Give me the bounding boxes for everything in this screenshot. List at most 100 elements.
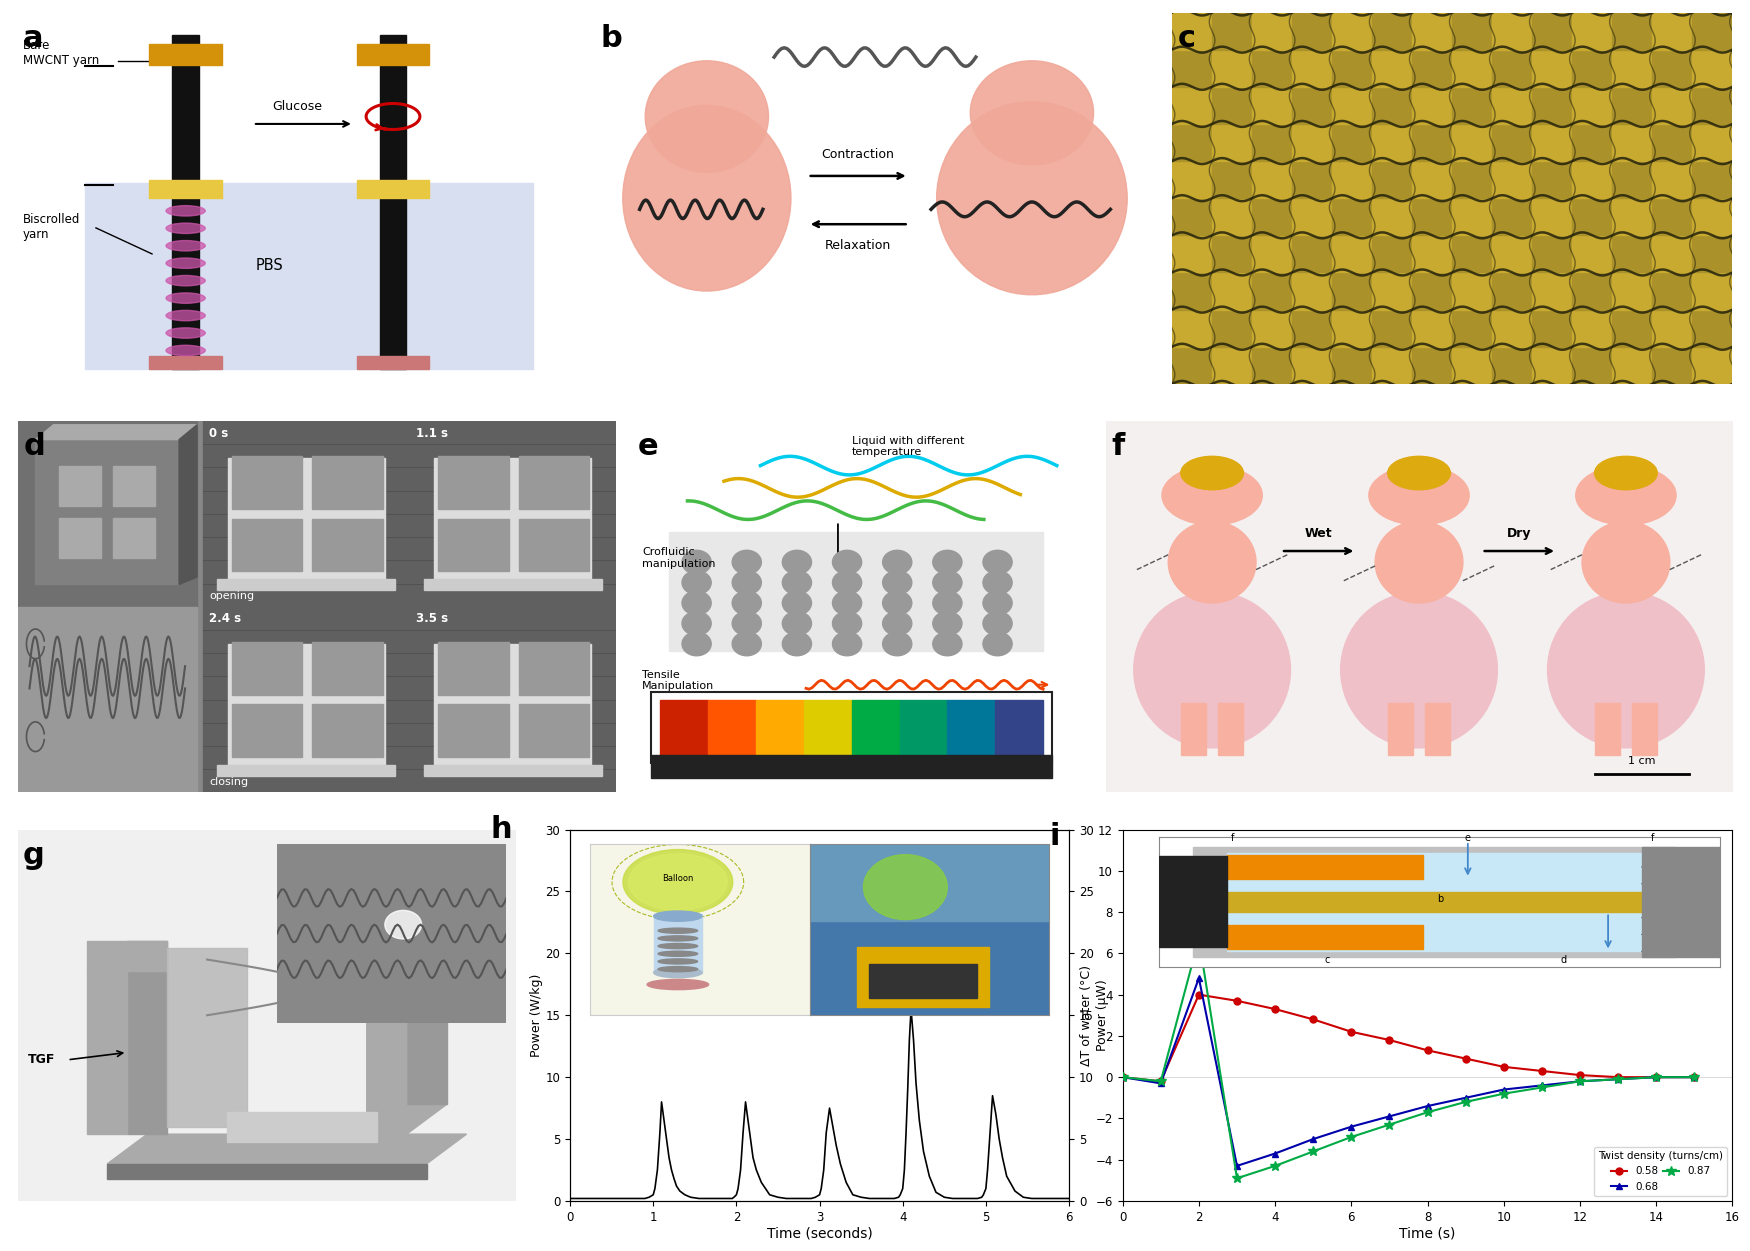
Legend: 0.58, 0.68, 0.87: 0.58, 0.68, 0.87: [1594, 1147, 1727, 1196]
Circle shape: [682, 570, 710, 594]
Bar: [172, 35, 200, 369]
Bar: [357, 180, 429, 198]
Bar: [1572, 86, 1612, 124]
Bar: [1412, 273, 1452, 309]
Bar: [1692, 86, 1732, 124]
Bar: [1213, 235, 1251, 273]
Polygon shape: [368, 941, 406, 1135]
Polygon shape: [128, 941, 168, 1135]
Bar: [1372, 50, 1412, 86]
Bar: [1652, 309, 1692, 347]
Bar: [1572, 161, 1612, 198]
Bar: [1533, 13, 1572, 50]
Circle shape: [782, 632, 812, 656]
Bar: [1612, 124, 1652, 161]
Bar: [60, 518, 102, 558]
Bar: [1172, 161, 1213, 198]
Circle shape: [882, 570, 912, 594]
Circle shape: [732, 570, 761, 594]
Bar: [357, 44, 429, 65]
Bar: [1213, 86, 1251, 124]
Text: a: a: [23, 24, 44, 53]
Bar: [1572, 124, 1612, 161]
Polygon shape: [178, 425, 198, 584]
Bar: [1251, 309, 1292, 347]
Bar: [149, 357, 222, 369]
Bar: [1412, 13, 1452, 50]
Text: 1.1 s: 1.1 s: [416, 427, 448, 439]
Bar: [380, 35, 406, 369]
Y-axis label: Power (W/kg): Power (W/kg): [530, 973, 542, 1057]
Bar: [1533, 50, 1572, 86]
Bar: [1292, 198, 1332, 235]
Circle shape: [933, 632, 962, 656]
Circle shape: [833, 570, 861, 594]
X-axis label: Time (s): Time (s): [1400, 1226, 1456, 1241]
Text: d: d: [23, 432, 46, 462]
Text: b: b: [600, 24, 623, 53]
Bar: [1692, 124, 1732, 161]
Text: g: g: [23, 841, 44, 869]
Y-axis label: ΔT of water (°C): ΔT of water (°C): [1080, 965, 1092, 1066]
Ellipse shape: [1388, 457, 1451, 489]
Circle shape: [1162, 465, 1262, 525]
Text: Bare
MWCNT yarn: Bare MWCNT yarn: [23, 39, 100, 66]
Bar: [1213, 347, 1251, 384]
Bar: [1452, 273, 1493, 309]
Circle shape: [782, 570, 812, 594]
Text: Contraction: Contraction: [822, 148, 894, 161]
Ellipse shape: [1340, 592, 1498, 748]
Bar: [1652, 235, 1692, 273]
Bar: [357, 357, 429, 369]
Bar: [1572, 50, 1612, 86]
Ellipse shape: [166, 328, 205, 338]
Circle shape: [833, 592, 861, 615]
Bar: [1181, 703, 1206, 756]
Bar: [1493, 273, 1533, 309]
Bar: [149, 180, 222, 198]
Bar: [1251, 86, 1292, 124]
Bar: [60, 465, 102, 507]
Bar: [1612, 161, 1652, 198]
Ellipse shape: [970, 61, 1094, 165]
Text: i: i: [1050, 822, 1060, 851]
Bar: [424, 579, 602, 590]
Bar: [1692, 235, 1732, 273]
Bar: [1533, 161, 1572, 198]
Bar: [1533, 309, 1572, 347]
Bar: [1372, 13, 1412, 50]
Y-axis label: Power (μW): Power (μW): [1097, 980, 1110, 1051]
Bar: [1692, 347, 1732, 384]
Text: opening: opening: [210, 592, 254, 602]
Circle shape: [984, 592, 1012, 615]
Text: 3.5 s: 3.5 s: [416, 612, 448, 626]
Bar: [1594, 703, 1620, 756]
Bar: [1612, 235, 1652, 273]
Bar: [1652, 347, 1692, 384]
Bar: [1692, 13, 1732, 50]
Bar: [1292, 309, 1332, 347]
Bar: [1692, 161, 1732, 198]
Bar: [1172, 273, 1213, 309]
Bar: [1412, 50, 1452, 86]
Bar: [1332, 198, 1372, 235]
Ellipse shape: [166, 293, 205, 303]
Bar: [1692, 309, 1732, 347]
Bar: [1493, 235, 1533, 273]
Circle shape: [933, 570, 962, 594]
Bar: [1372, 124, 1412, 161]
Bar: [1572, 273, 1612, 309]
Bar: [1692, 273, 1732, 309]
Circle shape: [732, 632, 761, 656]
Bar: [1493, 198, 1533, 235]
Polygon shape: [368, 1105, 446, 1135]
Circle shape: [782, 592, 812, 615]
Circle shape: [882, 632, 912, 656]
Bar: [1452, 198, 1493, 235]
Text: Liquid with different
temperature: Liquid with different temperature: [852, 435, 964, 458]
Bar: [114, 518, 156, 558]
Bar: [1633, 703, 1657, 756]
Bar: [1412, 347, 1452, 384]
Ellipse shape: [1134, 592, 1290, 748]
Bar: [1452, 309, 1493, 347]
